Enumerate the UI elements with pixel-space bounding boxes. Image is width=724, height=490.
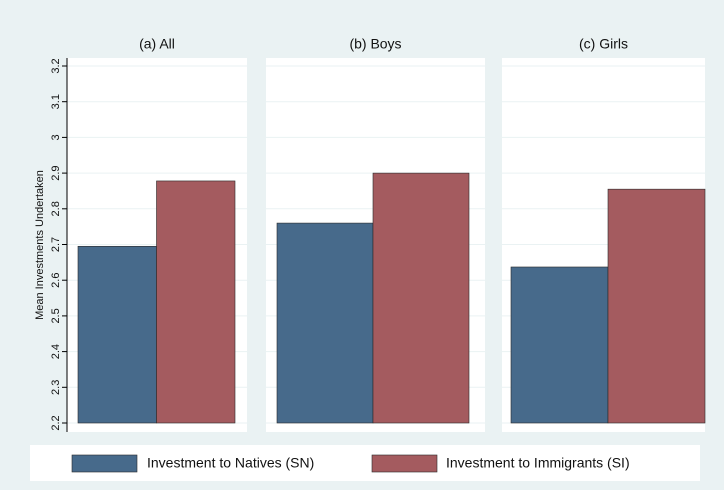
y-tick-label: 2.6 xyxy=(50,273,62,288)
legend-label: Investment to Immigrants (SI) xyxy=(446,455,630,471)
bar xyxy=(276,222,374,424)
bar xyxy=(156,180,236,424)
y-axis-label: Mean Investments Undertaken xyxy=(34,170,46,320)
y-tick-label: 2.8 xyxy=(50,201,62,216)
y-tick-label: 2.2 xyxy=(50,415,62,430)
legend-box xyxy=(30,445,700,481)
legend-swatch xyxy=(71,454,138,473)
y-tick-label: 3 xyxy=(50,134,62,140)
legend-swatch xyxy=(371,454,438,473)
y-tick-label: 2.7 xyxy=(50,237,62,252)
panel-title: (b) Boys xyxy=(349,36,401,52)
bar xyxy=(510,266,609,424)
legend-label: Investment to Natives (SN) xyxy=(147,455,314,471)
panel-title: (c) Girls xyxy=(579,36,628,52)
y-tick-label: 2.4 xyxy=(50,344,62,359)
bar xyxy=(607,188,706,424)
y-tick-label: 3.2 xyxy=(50,58,62,73)
bar xyxy=(77,245,157,424)
y-tick-label: 2.9 xyxy=(50,165,62,180)
panel-title: (a) All xyxy=(139,36,175,52)
bar xyxy=(372,172,470,424)
y-tick-label: 2.3 xyxy=(50,380,62,395)
y-tick-label: 2.5 xyxy=(50,308,62,323)
y-tick-label: 3.1 xyxy=(50,94,62,109)
